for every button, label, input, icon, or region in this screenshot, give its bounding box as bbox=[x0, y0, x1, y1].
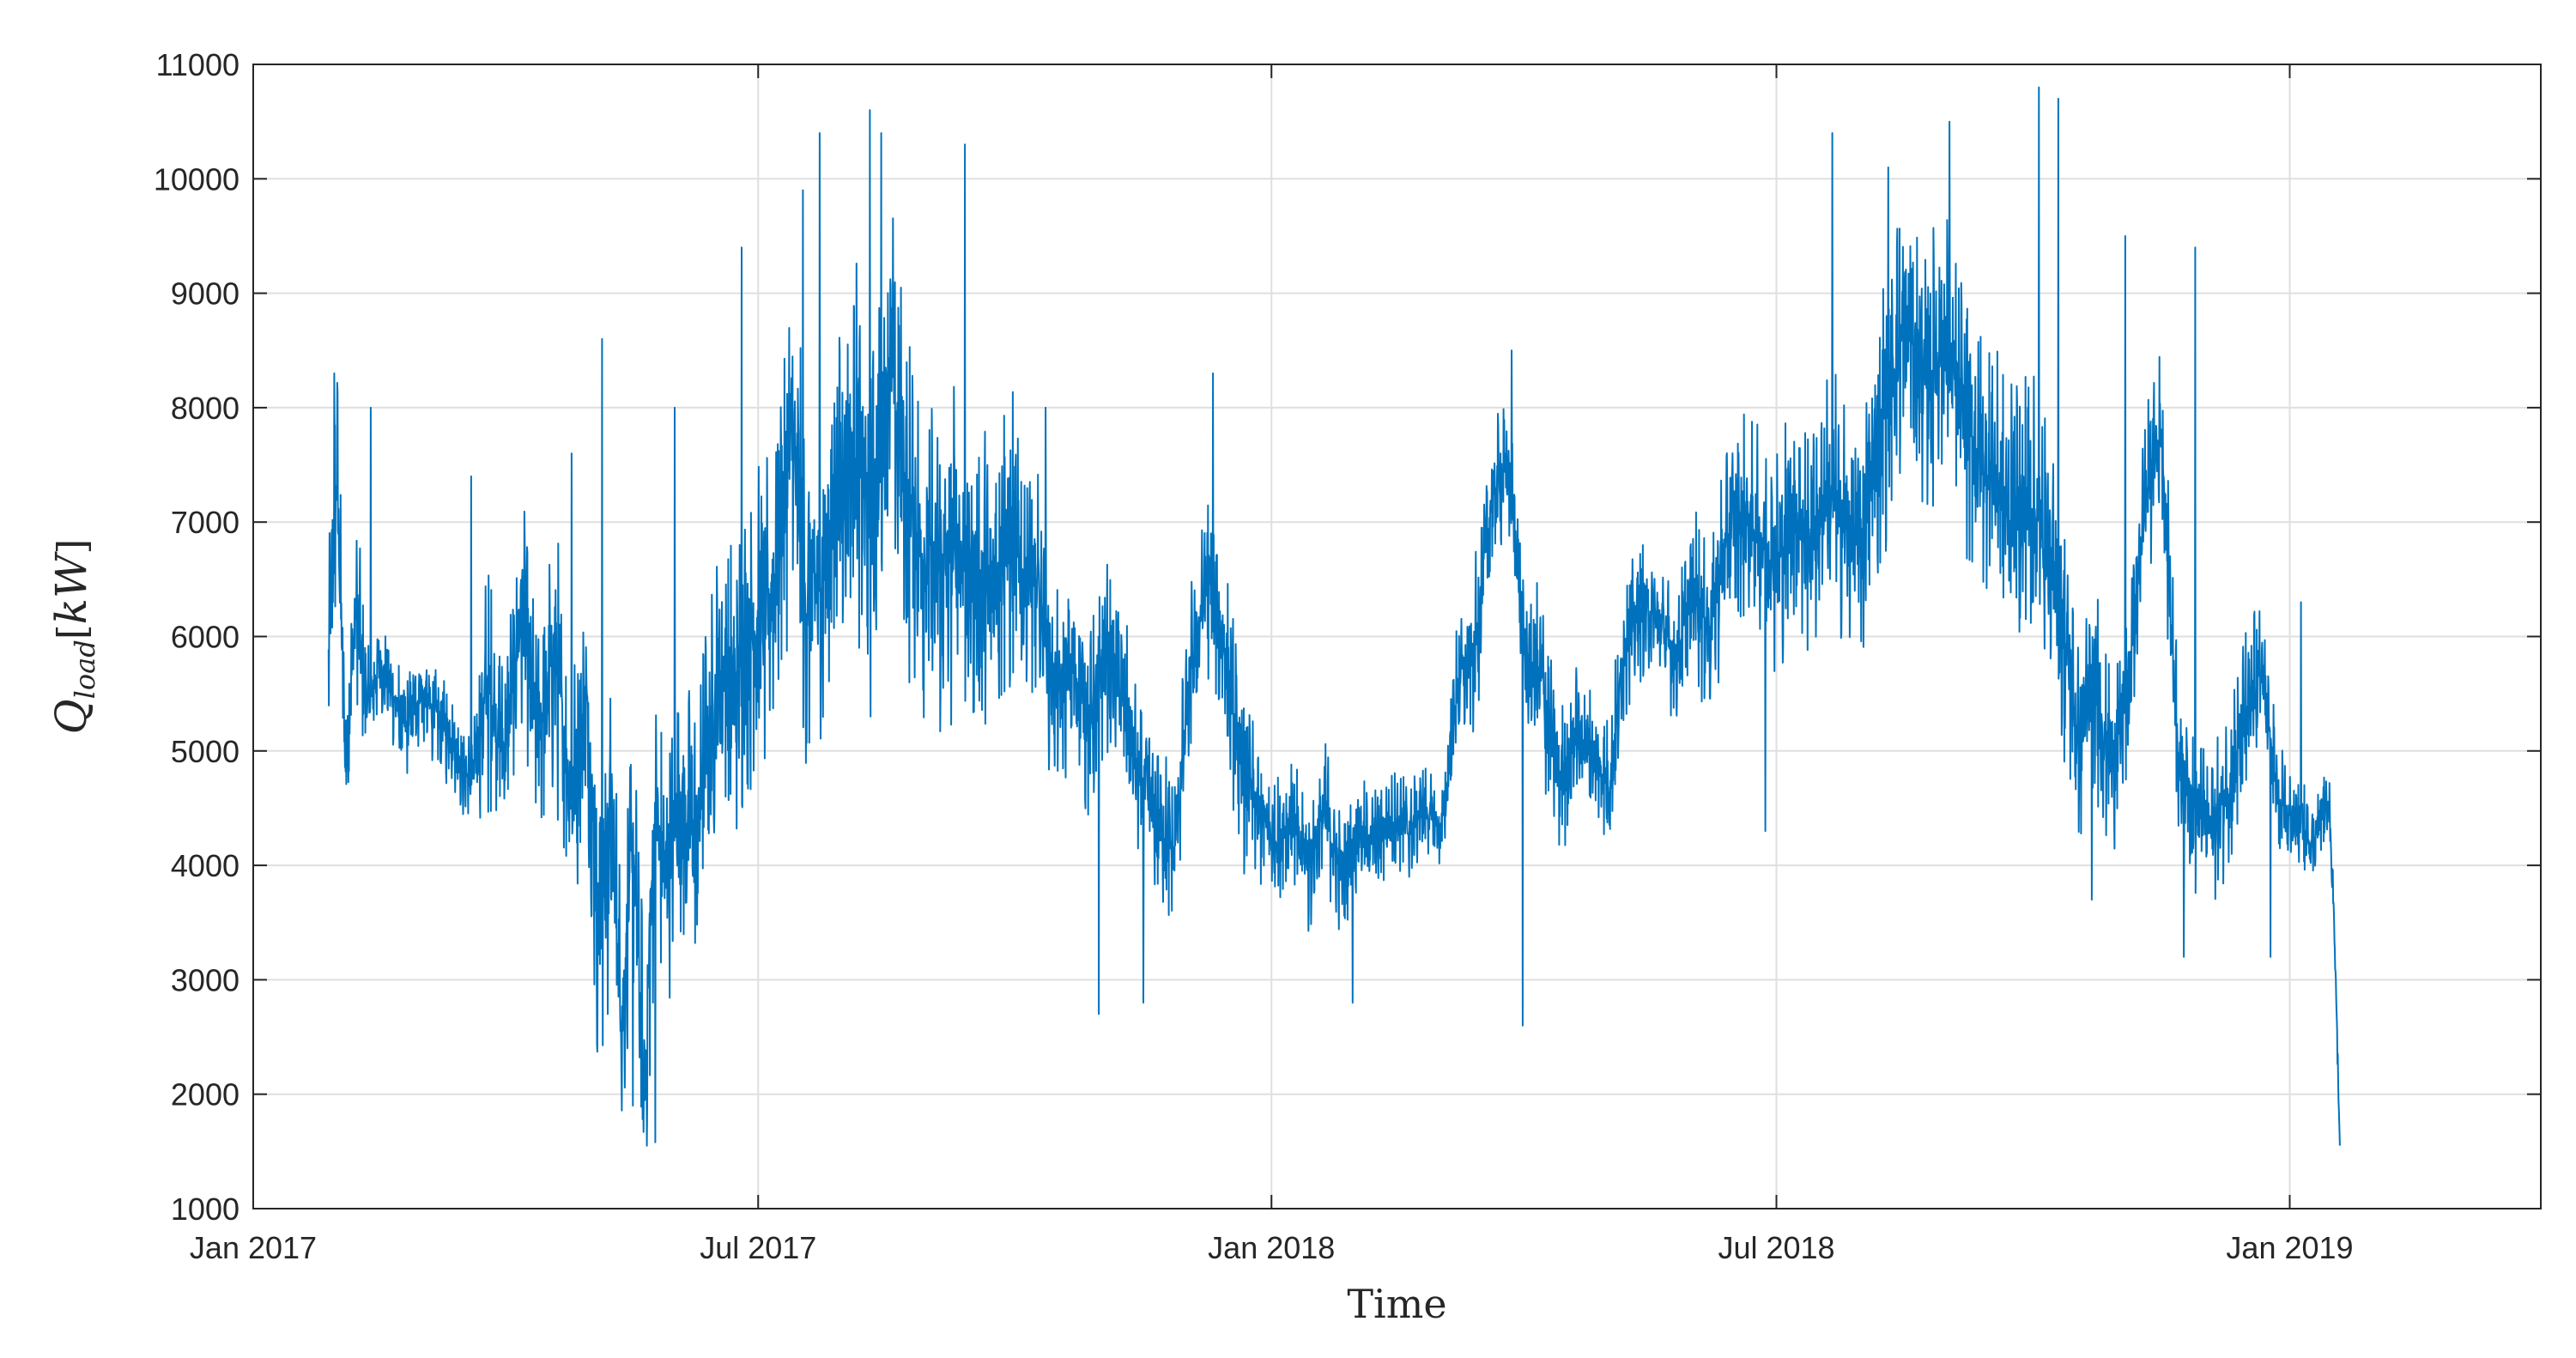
x-tick-labels: Jan 2017 Jul 2017 Jan 2018 Jul 2018 Jan 2019 bbox=[190, 1230, 2354, 1265]
y-axis-title-subscript: load bbox=[69, 640, 101, 699]
y-axis-title-symbol: Q bbox=[46, 699, 96, 734]
axis-ticks bbox=[252, 64, 2541, 1209]
x-tick-label: Jan 2017 bbox=[190, 1230, 317, 1265]
y-tick-label: 4000 bbox=[171, 848, 239, 883]
y-tick-label: 11000 bbox=[156, 47, 239, 82]
y-tick-label: 6000 bbox=[171, 620, 239, 655]
y-tick-labels: 1000 2000 3000 4000 5000 6000 7000 8000 9000 1000… bbox=[154, 47, 239, 1227]
x-axis-title: Time bbox=[1347, 1281, 1446, 1327]
x-tick-label: Jul 2017 bbox=[700, 1230, 816, 1265]
x-tick-label: Jan 2019 bbox=[2226, 1230, 2353, 1265]
y-tick-label: 1000 bbox=[171, 1191, 239, 1227]
x-tick-label: Jul 2018 bbox=[1718, 1230, 1834, 1265]
y-tick-label: 5000 bbox=[171, 734, 239, 769]
y-axis-title-bracket-close: ] bbox=[49, 539, 95, 555]
y-axis-title: Qload[kW] bbox=[46, 539, 101, 735]
y-tick-label: 8000 bbox=[171, 391, 239, 426]
x-tick-label: Jan 2018 bbox=[1208, 1230, 1335, 1265]
y-tick-label: 7000 bbox=[171, 505, 239, 540]
y-tick-label: 9000 bbox=[171, 276, 239, 312]
series-line bbox=[327, 86, 2341, 1147]
y-axis-title-bracket-open: [ bbox=[49, 624, 95, 640]
y-axis-title-unit: kW bbox=[46, 551, 96, 624]
y-tick-label: 10000 bbox=[154, 161, 239, 197]
y-tick-label: 2000 bbox=[171, 1077, 239, 1112]
y-tick-label: 3000 bbox=[171, 962, 239, 997]
